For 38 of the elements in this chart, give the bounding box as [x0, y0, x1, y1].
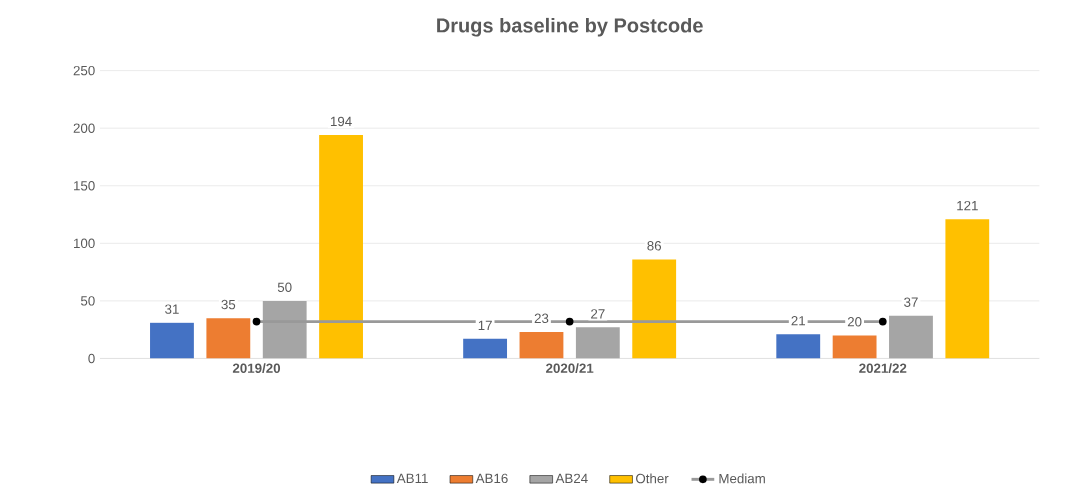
bar [575, 327, 620, 359]
y-tick-label: 50 [80, 296, 95, 306]
x-tick-label: 2020/21 [546, 363, 594, 374]
data-label: 23 [534, 313, 549, 324]
x-tick-label: 2019/20 [232, 363, 281, 374]
y-tick-label: 0 [88, 353, 95, 364]
y-tick-label: 100 [74, 238, 95, 249]
data-label: 37 [904, 297, 918, 308]
bar [150, 322, 194, 359]
data-label: 17 [478, 320, 492, 331]
data-label: 20 [847, 317, 862, 327]
data-label: 121 [957, 201, 978, 211]
y-tick-label: 150 [74, 181, 95, 191]
legend-label: AB24 [555, 473, 588, 484]
data-label: 50 [277, 282, 292, 293]
data-label: 194 [330, 116, 352, 127]
legend-label: Other [636, 473, 669, 484]
bar [945, 219, 990, 359]
data-label: 27 [591, 309, 605, 319]
y-tick-label: 250 [73, 66, 95, 76]
legend-label: AB16 [475, 473, 508, 484]
data-label: 21 [791, 316, 806, 326]
data-label: 31 [165, 304, 179, 314]
data-label: 86 [647, 241, 662, 251]
bar [632, 259, 677, 359]
legend-label: AB11 [396, 473, 428, 484]
bar [319, 135, 363, 359]
bar [519, 332, 564, 359]
legend-label: Mediam [719, 473, 765, 484]
chart-title: Drugs baseline by Postcode [437, 18, 703, 37]
bar [776, 334, 821, 359]
bar [832, 335, 877, 359]
bar [463, 339, 508, 359]
data-label: 35 [221, 299, 236, 310]
bar [206, 318, 251, 359]
y-tick-label: 200 [73, 123, 95, 134]
bar [889, 316, 933, 359]
x-tick-label: 2021/22 [859, 363, 907, 374]
